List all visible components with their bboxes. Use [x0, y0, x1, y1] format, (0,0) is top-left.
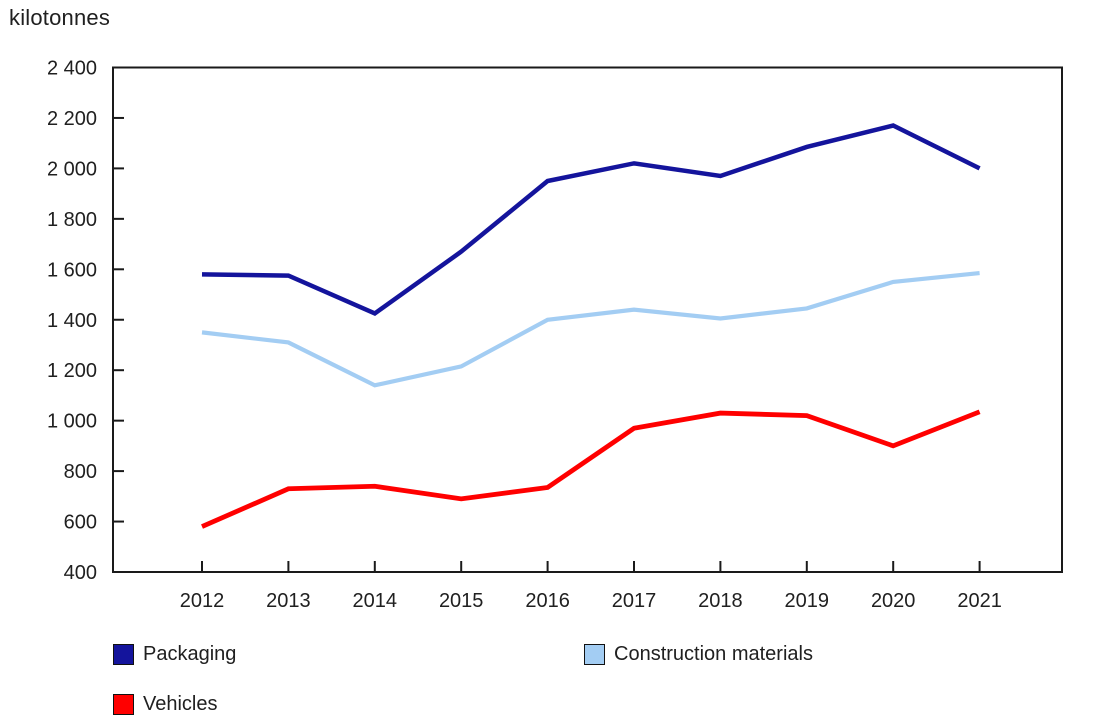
plot-frame	[112, 66, 1063, 573]
x-axis-tick-label: 2020	[871, 590, 916, 612]
y-axis-tick-label: 2 400	[47, 58, 97, 80]
x-axis-tick-label: 2021	[957, 590, 1002, 612]
y-axis-tick-label: 1 400	[47, 310, 97, 332]
x-axis-tick-label: 2016	[525, 590, 570, 612]
vehicles-line	[201, 409, 981, 529]
y-axis-tick-label: 1 000	[47, 411, 97, 433]
x-axis-tick-label: 2014	[353, 590, 398, 612]
y-axis-tick-label: 600	[64, 512, 97, 534]
x-axis-tick-label: 2012	[180, 590, 225, 612]
y-axis-tick-label: 400	[64, 562, 97, 584]
y-axis-tick-label: 1 600	[47, 259, 97, 281]
packaging-line	[201, 123, 981, 317]
x-axis-tick-label: 2015	[439, 590, 484, 612]
y-axis-tick-label: 2 200	[47, 108, 97, 130]
x-axis-tick-label: 2018	[698, 590, 743, 612]
construction-materials-line	[201, 270, 980, 388]
y-axis-unit-label: kilotonnes	[9, 5, 111, 30]
x-axis-tick-label: 2013	[266, 590, 311, 612]
y-axis-tick-label: 1 800	[47, 209, 97, 231]
y-axis-tick-label: 800	[64, 461, 97, 483]
y-axis-tick-label: 1 200	[47, 360, 97, 382]
x-axis-tick-label: 2019	[785, 590, 830, 612]
y-axis-tick-label: 2 000	[47, 158, 97, 180]
x-axis-tick-label: 2017	[612, 590, 657, 612]
